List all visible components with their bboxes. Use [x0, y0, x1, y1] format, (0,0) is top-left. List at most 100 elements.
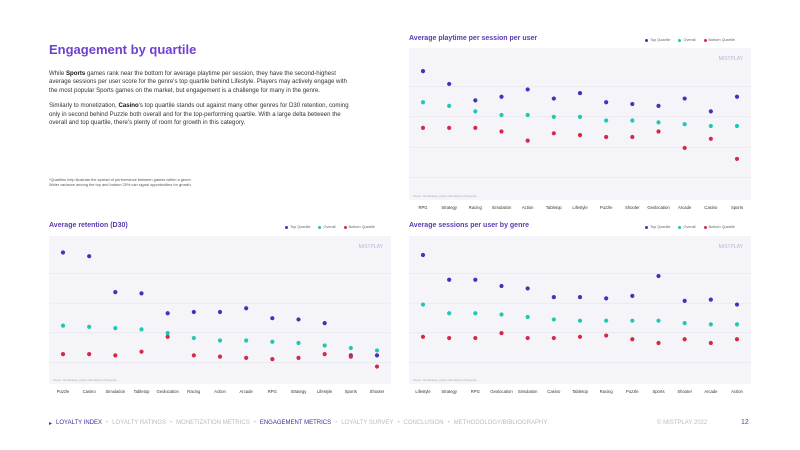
nav-loyalty-ratings[interactable]: LOYALTY RATINGS [112, 420, 167, 426]
x-tick-label: Lifestyle [415, 389, 431, 394]
legend-bottom: Bottom Quartile [703, 38, 735, 42]
nav-separator: • [447, 420, 450, 426]
point-overall [217, 338, 223, 343]
point-bottom [191, 353, 196, 358]
point-top [682, 298, 687, 303]
point-overall [525, 112, 530, 118]
point-overall [551, 114, 556, 119]
point-top [708, 109, 713, 114]
point-overall [113, 326, 118, 331]
point-overall [708, 322, 713, 327]
point-overall [656, 120, 661, 125]
point-overall [525, 314, 530, 320]
point-overall [499, 312, 504, 317]
point-top [577, 90, 583, 96]
point-top [191, 309, 196, 315]
point-top [420, 69, 426, 74]
legend-playtime: Top Quartile Overall Bottom Quartile [645, 38, 735, 42]
point-bottom [113, 353, 118, 358]
point-bottom [630, 134, 635, 140]
point-top [499, 94, 504, 99]
point-bottom [525, 138, 530, 143]
text: Similarly to monetization, [49, 102, 119, 110]
legend-bottom: Bottom Quartile [343, 225, 375, 229]
legend-overall-dot [678, 225, 682, 229]
point-overall [630, 318, 635, 323]
point-top [525, 286, 530, 291]
nav-loyalty-survey[interactable]: LOYALTY SURVEY [341, 420, 394, 426]
point-overall [165, 330, 170, 336]
point-top [60, 250, 66, 255]
point-overall [447, 103, 452, 108]
nav-engagement-metrics[interactable]: ENGAGEMENT METRICS [259, 420, 332, 426]
nav-methodology[interactable]: METHODOLOGY/BIBLIOGRAPHY [453, 420, 548, 426]
point-bottom [630, 337, 635, 342]
point-overall [604, 318, 609, 323]
point-bottom [420, 125, 426, 130]
point-top [630, 101, 635, 107]
legend-bottom-dot [343, 225, 347, 229]
x-tick-label: Casino [704, 205, 718, 210]
point-overall [577, 114, 583, 119]
point-overall [630, 118, 635, 123]
nav-separator: • [170, 420, 173, 426]
footnote-line-2: Wider variance among the top and bottom … [49, 182, 192, 188]
legend-retention: Top Quartile Overall Bottom Quartile [285, 225, 375, 229]
point-overall [296, 340, 301, 346]
point-top [551, 96, 556, 101]
legend-top-dot [645, 225, 648, 229]
x-tick-label: Tabletop [546, 205, 563, 210]
point-overall [139, 327, 144, 332]
nav-separator: • [106, 420, 109, 426]
legend-overall-label: Overall [683, 225, 696, 229]
point-overall [420, 100, 426, 105]
nav-monetization-metrics[interactable]: MONETIZATION METRICS [176, 420, 250, 426]
point-overall [191, 335, 196, 341]
x-tick-label: Racing [187, 389, 201, 394]
text: games rank near the bottom for average p… [49, 70, 347, 94]
point-bottom [60, 352, 66, 357]
legend-top-dot [645, 38, 648, 42]
x-tick-label: Action [214, 389, 226, 394]
point-top [604, 296, 609, 301]
point-bottom [270, 357, 275, 362]
nav-conclusion[interactable]: CONCLUSION [403, 420, 444, 426]
point-top [577, 295, 583, 300]
x-tick-label: Geolocation [156, 389, 179, 394]
x-tick-label: Arcade [678, 205, 692, 210]
point-bottom [374, 364, 380, 369]
point-bottom [348, 354, 353, 359]
legend-overall: Overall [678, 225, 696, 229]
x-tick-label: Casino [83, 389, 97, 394]
x-tick-label: Lifestyle [572, 205, 588, 210]
copyright: © MISTPLAY 2022 [657, 420, 708, 426]
x-tick-label: Casino [547, 389, 561, 394]
point-bottom [708, 340, 713, 346]
x-tick-label: Action [522, 205, 534, 210]
legend-top: Top Quartile [285, 225, 310, 229]
point-top [244, 306, 249, 311]
mistplay-watermark: MISTPLAY [359, 244, 384, 250]
legend-top: Top Quartile [645, 38, 670, 42]
point-bottom [447, 125, 452, 130]
x-tick-label: Sports [345, 389, 357, 394]
plot-area [409, 48, 751, 200]
x-tick-label: Shooter [625, 205, 640, 210]
point-bottom [217, 354, 223, 359]
text: While [49, 70, 66, 77]
point-bottom [499, 129, 504, 134]
point-overall [473, 311, 478, 316]
x-tick-label: Arcade [240, 389, 254, 394]
legend-top: Top Quartile [645, 225, 670, 229]
point-overall [682, 321, 687, 326]
footnote-line-1: *Quartiles help illustrate the spread of… [49, 177, 192, 182]
x-tick-label: RPG [471, 389, 480, 394]
nav-loyalty-index[interactable]: LOYALTY INDEX [56, 420, 103, 426]
point-bottom [682, 145, 687, 151]
point-bottom [682, 337, 687, 342]
point-bottom [296, 355, 301, 360]
point-top [322, 321, 327, 326]
legend-overall-dot [318, 225, 322, 229]
point-top [604, 100, 609, 105]
x-tick-label: RPG [418, 205, 427, 210]
